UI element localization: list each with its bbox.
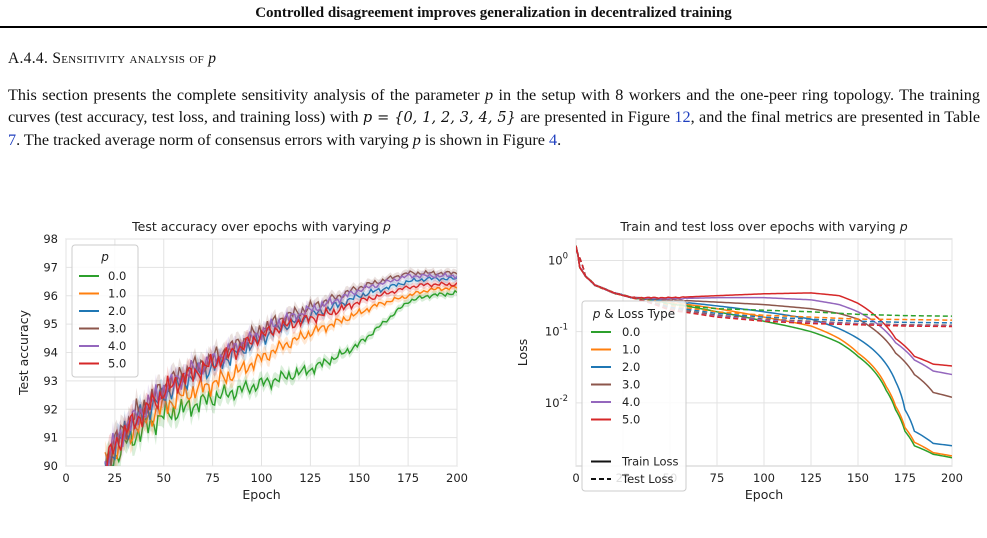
y-tick-label: 90: [43, 459, 58, 473]
x-tick-label: 150: [847, 471, 869, 485]
x-axis-label: Epoch: [242, 487, 280, 502]
legend-label: 4.0: [622, 395, 640, 409]
legend-frame: [71, 244, 139, 378]
y-axis-label: Test accuracy: [16, 309, 31, 396]
x-tick-label: 25: [108, 471, 123, 485]
y-tick-label: 92: [43, 402, 58, 416]
x-tick-label: 125: [299, 471, 321, 485]
confidence-band: [105, 269, 457, 466]
legend-label: 4.0: [108, 339, 126, 353]
x-tick-label: 200: [941, 471, 963, 485]
para-var: p: [485, 86, 494, 104]
body-paragraph: This section presents the complete sensi…: [8, 84, 980, 151]
test-loss-line: [576, 249, 952, 321]
x-tick-label: 125: [800, 471, 822, 485]
chart-title: Test accuracy over epochs with varying p: [131, 219, 391, 234]
x-tick-label: 75: [710, 471, 725, 485]
figure-4-link[interactable]: 4: [548, 131, 558, 149]
y-tick-label: 10-1: [545, 323, 568, 339]
x-tick-label: 175: [397, 471, 419, 485]
para-text: in the setup with 8 workers and the one-…: [8, 86, 980, 126]
paper-title: Controlled disagreement improves general…: [255, 5, 732, 21]
x-tick-label: 100: [753, 471, 775, 485]
para-text: This section presents the complete sensi…: [8, 86, 486, 104]
train-loss-line: [576, 245, 952, 367]
x-tick-label: 175: [894, 471, 916, 485]
figure-12-link[interactable]: 12: [674, 108, 691, 126]
legend-label: 2.0: [622, 360, 640, 374]
test-accuracy-chart: 0 25 50 75 100 125 150 175 200 90 91 92 93 94 95 96 97 98…: [16, 219, 468, 502]
confidence-band: [105, 287, 457, 466]
legend-label: 0.0: [622, 325, 640, 339]
section-title-variable: p: [208, 50, 217, 67]
para-text: are presented in Figure: [515, 108, 675, 126]
legend: p & Loss Type 0.0 1.0 2.0 3.0 4.0 5.0 Train Los…: [581, 300, 687, 492]
para-text: , and the final metrics are presented in…: [690, 108, 981, 126]
section-heading: A.4.4. Sensitivity analysis of p: [8, 50, 216, 68]
table-7-link[interactable]: 7: [8, 131, 17, 149]
x-tick-label: 75: [205, 471, 220, 485]
legend-label: 5.0: [108, 357, 126, 371]
legend: p 0.0 1.0 2.0 3.0 4.0 5.0: [71, 244, 139, 378]
series-line: [104, 276, 457, 466]
section-title: Sensitivity analysis of: [52, 50, 205, 67]
y-tick-label: 96: [43, 289, 58, 303]
test-loss-line: [576, 249, 952, 324]
x-tick-label: 200: [446, 471, 468, 485]
legend-label: Test Loss: [621, 472, 674, 486]
para-text: . The tracked average norm of consensus …: [16, 131, 413, 149]
chart-title: Train and test loss over epochs with var…: [619, 219, 907, 234]
legend-label: 3.0: [622, 378, 640, 392]
y-tick-label: 91: [43, 431, 58, 445]
series-line: [104, 289, 457, 466]
x-tick-label: 50: [156, 471, 171, 485]
legend-label: 1.0: [622, 343, 640, 357]
x-tick-label: 100: [251, 471, 273, 485]
confidence-band: [105, 273, 457, 466]
running-header: Controlled disagreement improves general…: [0, 0, 987, 28]
x-tick-label: 150: [348, 471, 370, 485]
y-tick-label: 97: [43, 260, 58, 274]
y-tick-label: 93: [43, 374, 58, 388]
legend-label: 3.0: [108, 322, 126, 336]
legend-title: p & Loss Type: [592, 307, 675, 321]
test-loss-line: [576, 249, 952, 328]
confidence-band: [105, 278, 457, 466]
x-axis-label: Epoch: [745, 487, 783, 502]
y-tick-label: 95: [43, 317, 58, 331]
series-group: [104, 267, 457, 466]
y-axis-label: Loss: [515, 339, 530, 366]
legend-label: 0.0: [108, 269, 126, 283]
para-var: p: [412, 131, 421, 149]
para-text: is shown in Figure: [420, 131, 549, 149]
y-tick-label: 94: [43, 346, 58, 360]
legend-label: Train Loss: [621, 455, 678, 469]
legend-title: p: [100, 250, 109, 264]
legend-label: 2.0: [108, 304, 126, 318]
legend-label: 1.0: [108, 287, 126, 301]
x-tick-label: 0: [62, 471, 69, 485]
y-tick-label: 100: [548, 251, 568, 267]
section-number: A.4.4.: [8, 50, 49, 67]
series-line: [106, 281, 457, 466]
y-tick-label: 98: [43, 232, 58, 246]
y-tick-label: 10-2: [545, 394, 568, 410]
para-math-set: p = {0, 1, 2, 3, 4, 5}: [362, 110, 516, 126]
x-tick-label: 0: [572, 471, 579, 485]
legend-label: 5.0: [622, 413, 640, 427]
test-loss-line: [576, 249, 952, 317]
series-group: [576, 245, 952, 459]
para-text: .: [557, 131, 562, 149]
